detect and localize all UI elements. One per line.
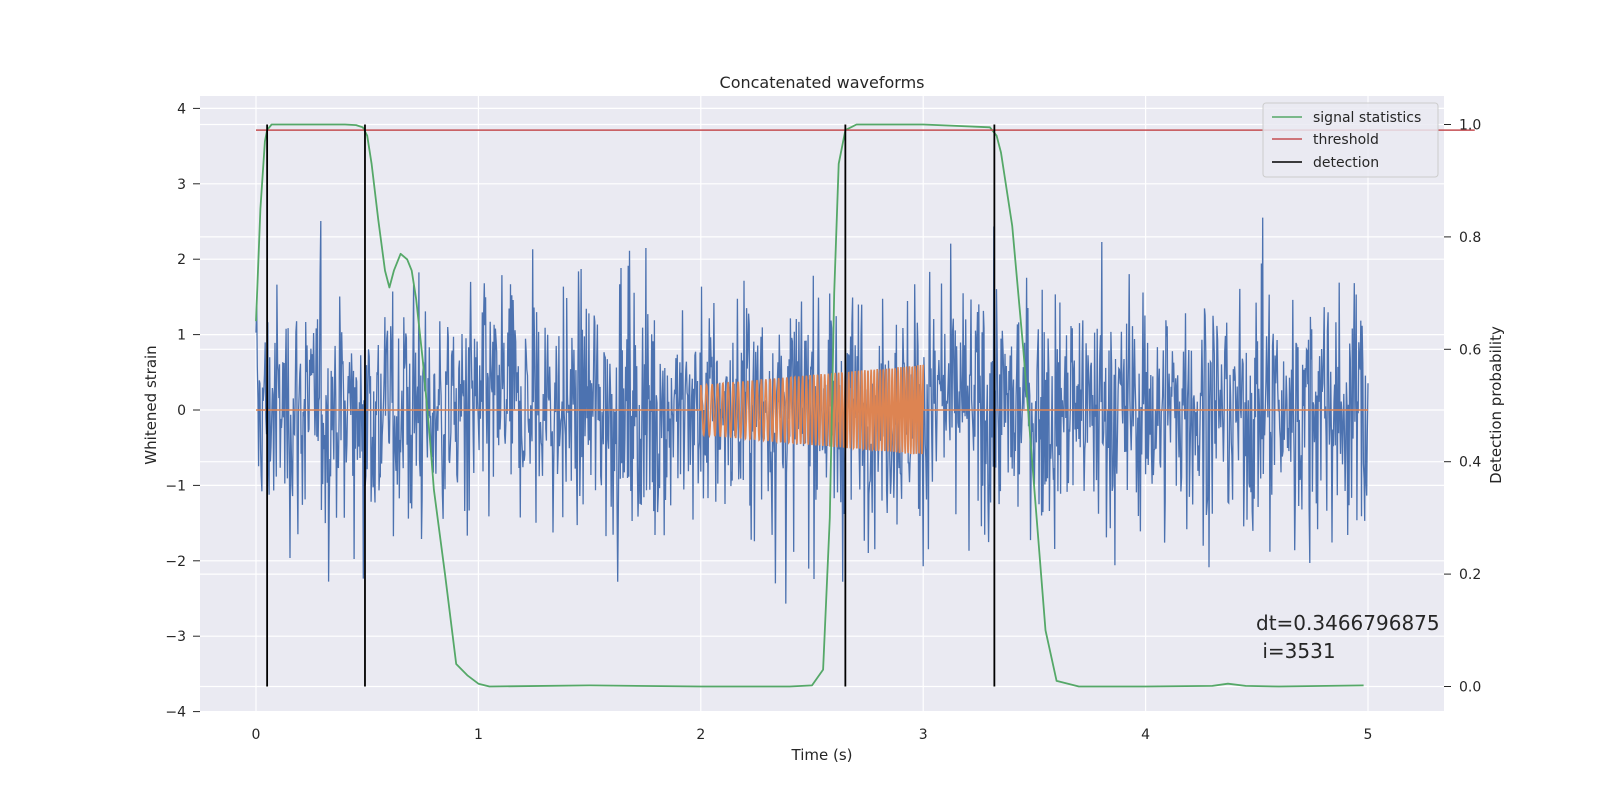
legend: signal statistics threshold detection: [1262, 102, 1439, 178]
y2-tick-label: 0.8: [1459, 230, 1481, 246]
y2-tick-label: 0.2: [1459, 567, 1481, 583]
y2-tick-label: 0.0: [1459, 680, 1481, 696]
y-tick-label: −2: [165, 554, 186, 570]
strain-line: [255, 217, 1369, 604]
y-tick-label: 4: [177, 101, 186, 117]
y-tick-label: 3: [177, 177, 186, 193]
x-tick-label: 1: [474, 727, 483, 743]
legend-label-signal-statistics: signal statistics: [1313, 110, 1421, 126]
legend-label-detection: detection: [1313, 155, 1379, 171]
y2-tick-label: 0.6: [1459, 342, 1481, 358]
annotation-dt: dt=0.3466796875: [1256, 611, 1440, 635]
y-tick-label: 2: [177, 252, 186, 268]
y2-tick-label: 0.4: [1459, 455, 1481, 471]
x-tick-label: 5: [1364, 727, 1373, 743]
x-tick-label: 4: [1141, 727, 1150, 743]
y2-tick-label: 1.0: [1459, 118, 1481, 134]
y-tick-label: −1: [165, 478, 186, 494]
y-axis-title: Whitened strain: [142, 345, 160, 464]
chart-title: Concatenated waveforms: [720, 73, 925, 92]
y-tick-label: −3: [165, 629, 186, 645]
ticks: 0 1 2 3 4 5 −4 −3 −2 −1 0 1 2 3 4 0.0 0.2 0.4 0.6 0.8 1.0: [165, 101, 1481, 743]
injected-signal-line: [256, 364, 1368, 455]
y2-axis-title: Detection probability: [1487, 326, 1505, 484]
x-axis-title: Time (s): [791, 746, 853, 764]
y-tick-label: −4: [165, 705, 186, 721]
y-tick-label: 1: [177, 328, 186, 344]
annotation-index: i=3531: [1256, 639, 1336, 663]
signal-statistics-series: [255, 123, 1364, 688]
detection-series: [266, 124, 996, 687]
strain-series: [255, 217, 1369, 604]
legend-label-threshold: threshold: [1313, 132, 1379, 148]
signal-statistics-line: [255, 123, 1364, 688]
legend-box: [1262, 102, 1439, 178]
x-tick-label: 3: [919, 727, 928, 743]
y-tick-label: 0: [177, 403, 186, 419]
x-tick-label: 0: [252, 727, 261, 743]
injected-signal-series: [256, 364, 1368, 455]
x-tick-label: 2: [696, 727, 705, 743]
